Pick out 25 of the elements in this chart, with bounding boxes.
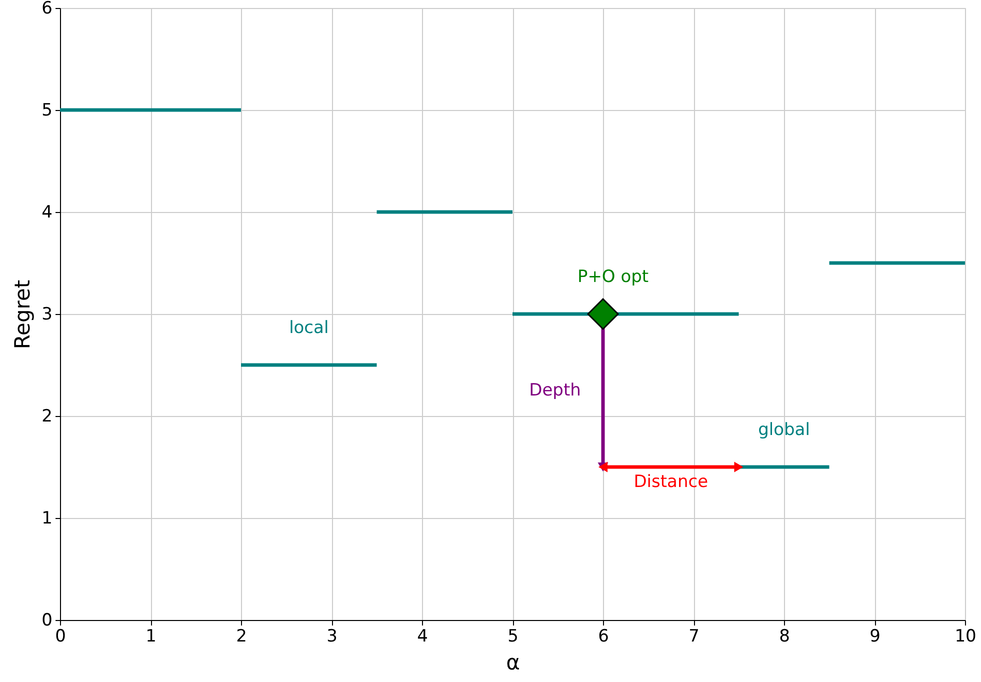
y-axis-title: Regret	[10, 280, 35, 350]
y-tick-label: 2	[42, 406, 52, 426]
x-tick-label: 7	[688, 626, 700, 646]
series-label: global	[758, 420, 810, 440]
series-label: P+O opt	[577, 267, 649, 287]
x-tick-label: 8	[779, 626, 790, 646]
y-tick-label: 3	[42, 304, 52, 324]
series-label: Depth	[529, 380, 581, 400]
x-tick-label: 10	[954, 626, 976, 646]
x-tick-label: 3	[326, 626, 338, 646]
series-label: local	[289, 318, 329, 338]
x-tick-label: 4	[417, 626, 428, 646]
y-tick-label: 5	[42, 100, 52, 120]
x-tick-label: 9	[870, 626, 880, 646]
x-tick-label: 6	[598, 626, 609, 646]
x-tick-label: 5	[508, 626, 518, 646]
y-tick-label: 6	[42, 0, 52, 18]
x-tick-label: 1	[146, 626, 156, 646]
series-label: Distance	[634, 472, 708, 492]
y-tick-label: 1	[42, 508, 52, 528]
x-tick-label: 0	[55, 626, 66, 646]
x-tick-label: 2	[236, 626, 247, 646]
y-tick-label: 0	[42, 610, 52, 630]
y-tick-label: 4	[42, 202, 52, 222]
x-axis-title: α	[506, 650, 520, 674]
